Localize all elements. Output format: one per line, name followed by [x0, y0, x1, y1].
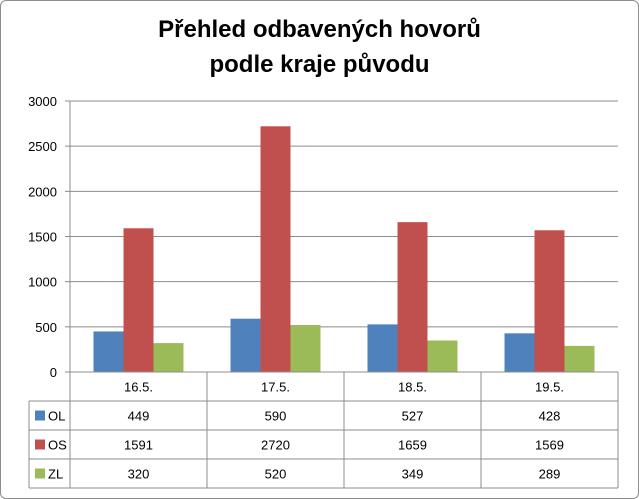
y-tick-label: 1500 [28, 230, 57, 245]
data-cell-OS: 2720 [261, 438, 290, 453]
data-cell-ZL: 349 [402, 467, 424, 482]
legend-key-OL [35, 410, 45, 421]
bar-ZL-2 [427, 340, 458, 372]
bar-ZL-0 [153, 343, 184, 372]
data-cell-OS: 1659 [398, 438, 427, 453]
legend-label-OS: OS [48, 438, 67, 453]
bar-OS-2 [397, 222, 428, 372]
y-tick-label: 3000 [28, 94, 57, 109]
data-cell-ZL: 320 [128, 467, 150, 482]
data-cell-OS: 1569 [535, 438, 564, 453]
bar-OS-3 [534, 230, 565, 372]
y-tick-label: 2000 [28, 184, 57, 199]
bar-OL-3 [504, 333, 535, 372]
y-tick-label: 2500 [28, 139, 57, 154]
bar-ZL-1 [290, 325, 321, 372]
y-tick-label: 500 [35, 320, 57, 335]
legend-label-OL: OL [48, 409, 65, 424]
legend-key-OS [35, 439, 45, 450]
legend-label-ZL: ZL [48, 467, 63, 482]
data-cell-ZL: 520 [265, 467, 287, 482]
category-label: 18.5. [398, 380, 427, 395]
category-label: 17.5. [261, 380, 290, 395]
chart-title-line-2: podle kraje původu [209, 51, 430, 78]
y-tick-label: 0 [50, 365, 57, 380]
data-cell-ZL: 289 [539, 467, 561, 482]
legend-key-ZL [35, 468, 45, 479]
data-cell-OL: 449 [128, 409, 150, 424]
bar-OL-2 [367, 324, 398, 372]
data-cell-OL: 527 [402, 409, 424, 424]
bar-OL-1 [230, 318, 261, 372]
data-cell-OL: 590 [265, 409, 287, 424]
bar-OS-1 [260, 126, 291, 372]
bar-ZL-3 [564, 345, 595, 372]
category-label: 16.5. [124, 380, 153, 395]
category-label: 19.5. [535, 380, 564, 395]
data-cell-OL: 428 [539, 409, 561, 424]
chart-title-line-1: Přehled odbavených hovorů [158, 16, 481, 43]
bar-OS-0 [123, 228, 154, 372]
y-tick-label: 1000 [28, 275, 57, 290]
data-cell-OS: 1591 [124, 438, 153, 453]
bar-OL-0 [93, 331, 124, 372]
